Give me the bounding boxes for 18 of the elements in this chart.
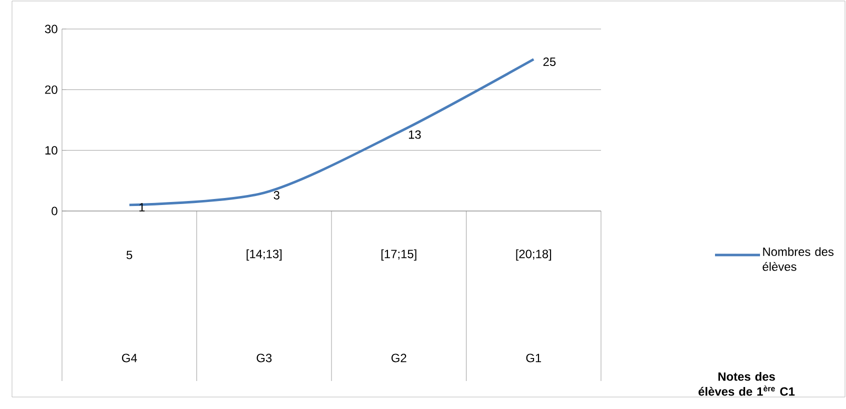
data-label: 13 [408, 130, 421, 139]
data-label: 25 [543, 58, 556, 66]
y-tick-label: 0 [52, 206, 58, 216]
data-label: 3 [274, 191, 280, 200]
y-tick-label: 10 [45, 146, 58, 155]
text: G2 [391, 354, 406, 362]
text: G4 [122, 354, 137, 362]
data-label: 1 [139, 203, 145, 212]
text: G1 [526, 354, 542, 362]
x-tick-label: [14;13] [246, 249, 282, 261]
x-tick-label: 5 [126, 250, 132, 260]
x-tick-label: [17;15] [381, 249, 416, 261]
text: G3 [256, 354, 272, 362]
text: Notes des élèves de 1$^{ère}$ C1 [698, 372, 795, 396]
y-tick-label: 30 [44, 24, 58, 34]
legend-label: Nombres des élèves [762, 247, 834, 271]
x-tick-label: [20;18] [516, 249, 552, 261]
y-tick-label: 20 [45, 85, 58, 94]
